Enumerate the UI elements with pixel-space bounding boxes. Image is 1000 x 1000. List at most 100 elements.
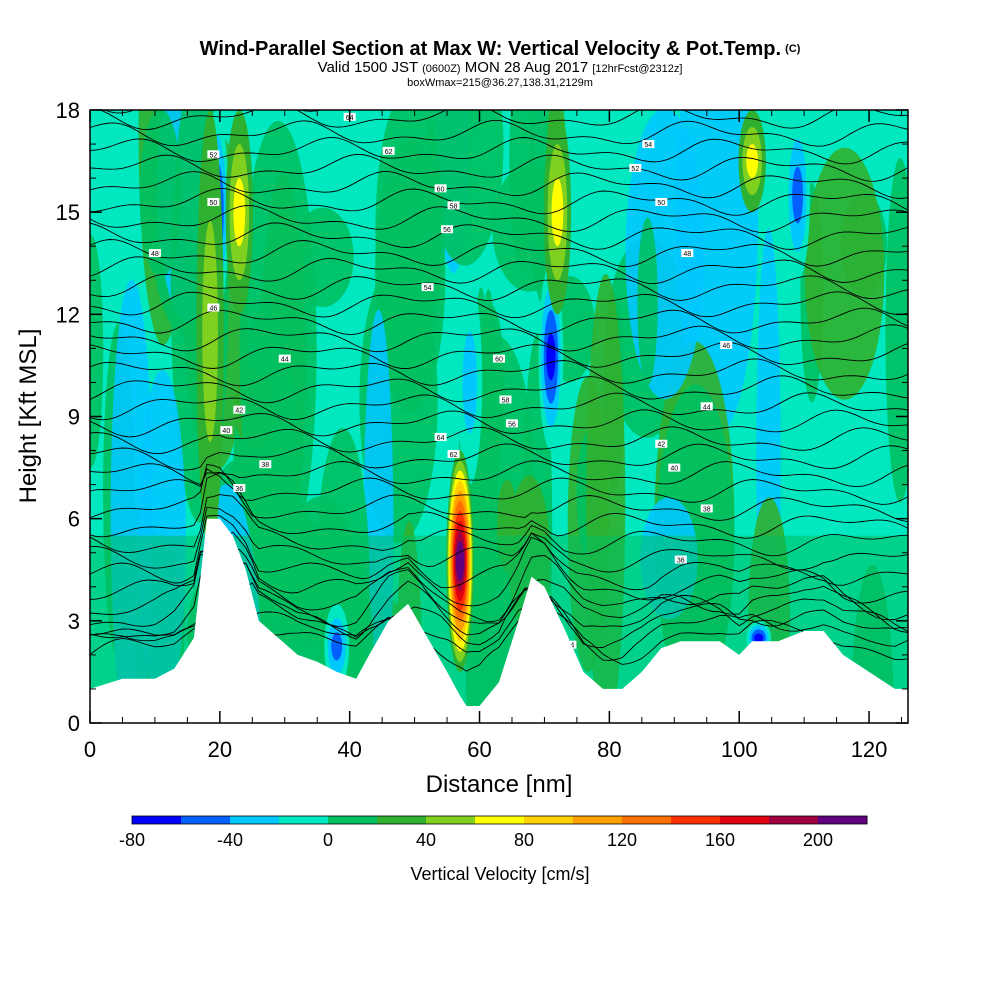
isentrope-label-bg xyxy=(278,354,291,363)
colorbar-tick-label: 80 xyxy=(514,830,534,850)
plot-area: 6462605856545250484644424038366462605856… xyxy=(90,110,908,723)
isentrope-label-bg xyxy=(700,402,713,411)
shading-patch xyxy=(239,120,317,577)
shading-patch xyxy=(375,110,444,373)
colorbar-tick-label: 120 xyxy=(607,830,637,850)
y-tick-label: 9 xyxy=(68,405,80,430)
downdraft-core xyxy=(792,166,804,224)
colorbar-tick-label: 160 xyxy=(705,830,735,850)
isentrope-label-bg xyxy=(655,197,668,206)
downdraft-core xyxy=(331,632,343,661)
x-tick-label: 40 xyxy=(337,737,361,762)
isentrope-label-bg xyxy=(441,225,454,234)
isentrope-label-bg xyxy=(499,395,512,404)
colorbar-swatch xyxy=(818,816,868,824)
colorbar-swatch xyxy=(279,816,329,824)
isentrope-label-bg xyxy=(642,140,655,149)
valid-time: Valid 1500 JST (0600Z) MON 28 Aug 2017 [… xyxy=(317,59,683,76)
isentrope-line xyxy=(90,119,908,147)
isentrope-label: 42 xyxy=(233,405,246,415)
isentrope-line xyxy=(90,307,908,336)
isentrope-line xyxy=(90,256,908,285)
downdraft-core xyxy=(754,633,764,643)
updraft-core xyxy=(746,144,759,179)
isentrope-label: 54 xyxy=(421,283,434,292)
isentrope-line xyxy=(90,153,908,182)
isentrope-label-text: 36 xyxy=(235,486,243,493)
updraft-core xyxy=(202,220,218,443)
isentrope-label: 40 xyxy=(220,426,233,435)
isentrope-label-text: 40 xyxy=(670,466,678,473)
isentrope-label-text: 44 xyxy=(281,357,289,364)
isentrope-label-bg xyxy=(668,463,681,472)
colorbar-label: Vertical Velocity [cm/s] xyxy=(410,864,589,884)
isentrope-label: 52 xyxy=(629,163,642,173)
colorbar-swatch xyxy=(230,816,280,824)
isentrope-label-bg xyxy=(720,340,733,349)
updraft-core xyxy=(233,178,246,247)
updraft-core xyxy=(551,178,564,247)
isentrope-line xyxy=(90,515,908,591)
downdraft-core xyxy=(546,333,556,381)
isentrope-label-bg xyxy=(434,184,447,193)
isentrope-label-text: 36 xyxy=(677,558,685,565)
x-tick-label: 100 xyxy=(721,737,758,762)
chart-title: Wind-Parallel Section at Max W: Vertical… xyxy=(199,38,801,60)
isentrope-label: 50 xyxy=(207,197,220,207)
isentrope-line xyxy=(90,171,908,199)
isentrope-line xyxy=(90,460,908,488)
isentrope-lines: 6462605856545250484644424038366462605856… xyxy=(90,110,908,672)
isentrope-line xyxy=(90,506,908,573)
shading-patch xyxy=(139,110,182,279)
isentrope-line xyxy=(90,324,908,353)
isentrope-label: 36 xyxy=(233,484,246,493)
copyright-mark: (C) xyxy=(785,43,801,55)
isentrope-line xyxy=(90,582,908,648)
isentrope-line xyxy=(90,222,908,250)
isentrope-label: 48 xyxy=(148,249,161,258)
y-tick-label: 15 xyxy=(56,200,80,225)
isentrope-line xyxy=(90,358,908,387)
isentrope-label-bg xyxy=(700,504,713,513)
colorbar-swatch xyxy=(426,816,476,824)
isentrope-label-text: 42 xyxy=(657,442,665,449)
isentrope-line xyxy=(90,531,908,607)
isentrope-label-bg xyxy=(629,163,642,172)
isentrope-label-text: 46 xyxy=(722,343,730,350)
isentrope-label-text: 54 xyxy=(644,142,652,149)
colorbar: -80 -40 0 40 80 120 160 200 xyxy=(119,815,868,850)
terrain xyxy=(90,518,908,723)
isentrope-label-bg xyxy=(220,426,233,435)
isentrope-label-text: 54 xyxy=(424,285,432,292)
isentrope-label-bg xyxy=(207,303,220,312)
isentrope-label: 50 xyxy=(655,197,668,207)
colorbar-swatch xyxy=(671,816,721,824)
colorbar-swatch xyxy=(132,816,182,824)
shading-patch xyxy=(804,147,885,400)
colorbar-swatch xyxy=(377,816,427,824)
updraft-core xyxy=(456,551,464,572)
isentrope-line xyxy=(90,205,908,233)
isentrope-line xyxy=(90,494,908,557)
isentrope-label: 52 xyxy=(207,150,220,159)
title-block: Wind-Parallel Section at Max W: Vertical… xyxy=(0,38,1000,89)
isentrope-line xyxy=(90,553,908,633)
isentrope-label: 60 xyxy=(434,184,447,193)
isentrope-line xyxy=(90,187,908,216)
x-tick-label: 0 xyxy=(84,737,96,762)
x-tick-label: 80 xyxy=(597,737,621,762)
isentrope-label-bg xyxy=(207,197,220,206)
isentrope-label: 38 xyxy=(259,460,272,469)
isentrope-line xyxy=(90,426,908,455)
x-tick-label: 120 xyxy=(851,737,888,762)
isentrope-line xyxy=(90,291,908,319)
isentrope-line xyxy=(90,463,908,523)
isentrope-label-text: 56 xyxy=(508,421,516,428)
x-tick-label: 20 xyxy=(208,737,232,762)
isentrope-label: 42 xyxy=(655,439,668,449)
shading-patch xyxy=(478,289,499,611)
isentrope-line xyxy=(90,392,908,421)
colorbar-tick-label: 0 xyxy=(323,830,333,850)
isentrope-label-bg xyxy=(148,249,161,258)
